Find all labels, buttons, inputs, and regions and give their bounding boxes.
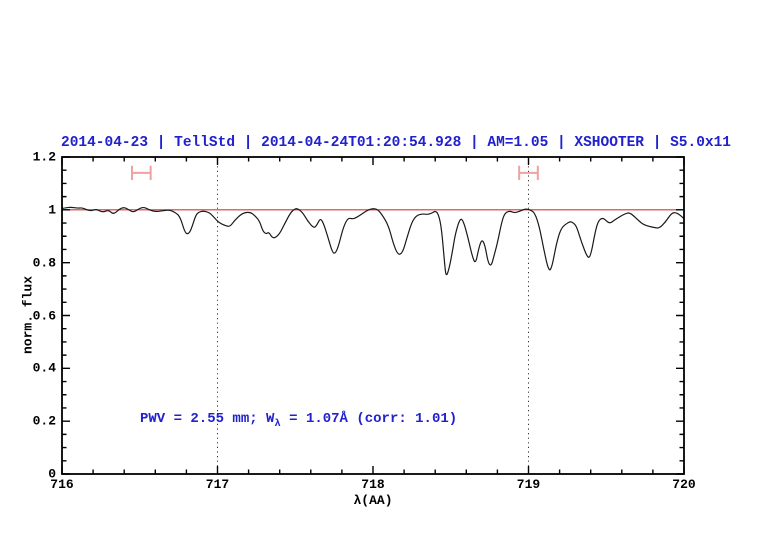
figure-title: 2014-04-23 | TellStd | 2014-04-24T01:20:…	[61, 135, 732, 151]
x-tick-label: 720	[672, 477, 696, 492]
y-tick-label: 0.6	[32, 308, 56, 323]
y-tick-label: 0.4	[32, 360, 56, 376]
x-tick-label: 716	[50, 477, 74, 492]
pwv-annotation: PWV = 2.55 mm; Wλ = 1.07Å (corr: 1.01)	[140, 411, 457, 430]
pwv-annotation-text: PWV = 2.55 mm; W	[140, 411, 275, 427]
y-tick-label: 0.2	[32, 413, 56, 429]
lambda-subscript: λ	[274, 418, 281, 430]
x-tick-label: 718	[361, 477, 385, 492]
y-tick-label: 0.8	[32, 255, 56, 271]
y-tick-label: 0	[48, 466, 56, 482]
band-range-marker	[130, 165, 152, 180]
x-tick-label: 719	[516, 477, 541, 492]
plot-frame	[61, 156, 685, 475]
x-tick-label: 717	[205, 477, 230, 492]
y-tick-label: 1	[48, 202, 56, 218]
equivalent-width-text: = 1.07Å (corr: 1.01)	[280, 411, 458, 427]
x-axis-label: λ(AA)	[353, 493, 393, 508]
band-range-marker	[518, 165, 539, 180]
y-tick-label: 1.2	[32, 149, 56, 165]
spectrum-trace	[61, 206, 685, 276]
